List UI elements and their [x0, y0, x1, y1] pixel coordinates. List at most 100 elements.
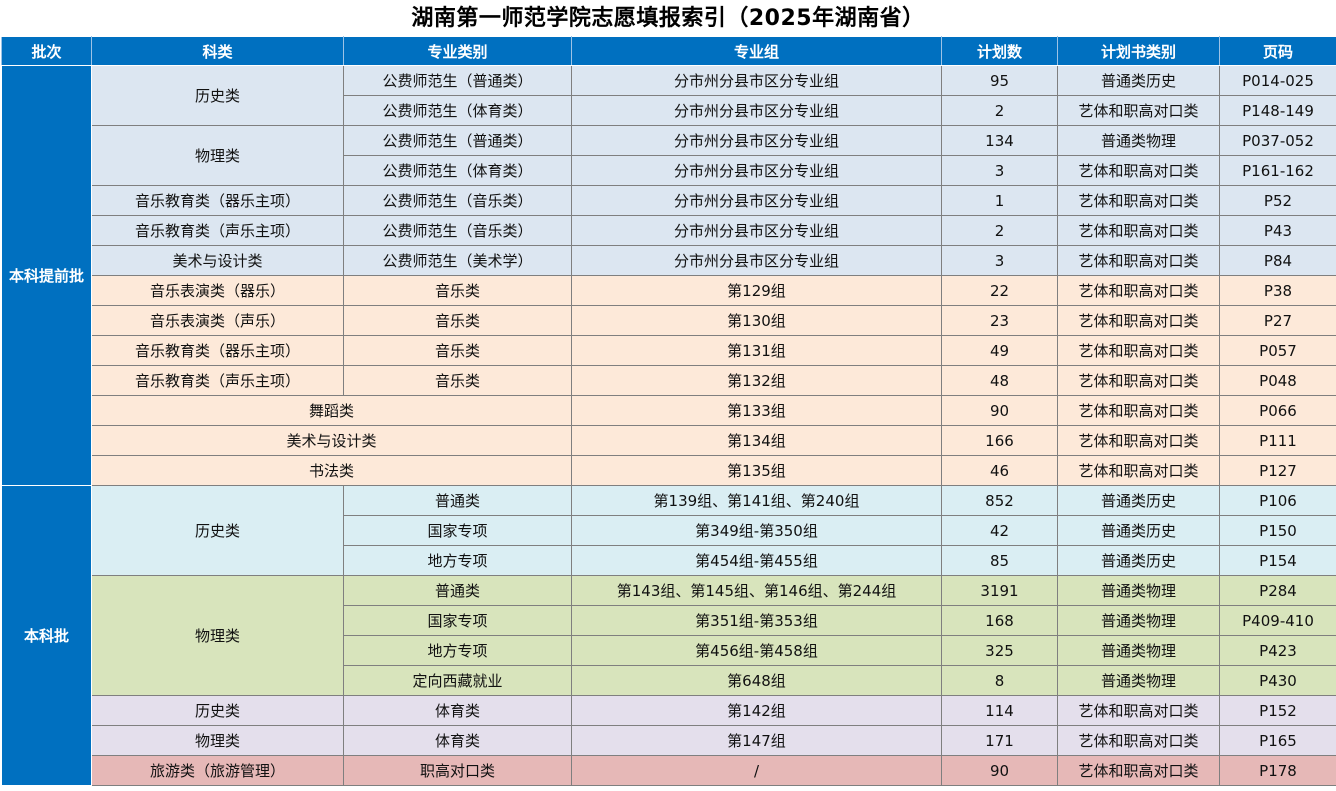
- group-cell: 第132组: [571, 365, 942, 396]
- table-header-row: 批次 科类 专业类别 专业组 计划数 计划书类别 页码: [1, 36, 1336, 66]
- table-row: 音乐教育类（声乐主项） 音乐类 第132组 48 艺体和职高对口类 P048: [2, 365, 1336, 396]
- header-page: 页码: [1219, 36, 1336, 66]
- table-row: 国家专项 第351组-第353组 168 普通类物理 P409-410: [2, 605, 1336, 636]
- book-cell: 艺体和职高对口类: [1057, 305, 1220, 336]
- category-cell: 舞蹈类: [91, 395, 572, 426]
- page-cell: P154: [1219, 545, 1336, 576]
- plan-cell: 114: [941, 695, 1058, 726]
- page-cell: P111: [1219, 425, 1336, 456]
- group-cell: 第142组: [571, 695, 942, 726]
- major-type-cell: 体育类: [343, 695, 572, 726]
- table-row: 本科提前批 历史类 公费师范生（普通类） 分市州分县市区分专业组 95 普通类历…: [1, 65, 1336, 486]
- plan-cell: 90: [941, 395, 1058, 426]
- category-cell: 音乐教育类（器乐主项）: [91, 335, 344, 366]
- major-type-cell: 公费师范生（美术学）: [343, 245, 572, 276]
- header-category: 科类: [91, 36, 344, 66]
- major-type-cell: 国家专项: [343, 605, 572, 636]
- page-cell: P152: [1219, 695, 1336, 726]
- plan-cell: 171: [941, 725, 1058, 756]
- table-row: 旅游类（旅游管理） 职高对口类 / 90 艺体和职高对口类 P178: [2, 755, 1336, 786]
- table-row: 音乐表演类（器乐） 音乐类 第129组 22 艺体和职高对口类 P38: [2, 275, 1336, 306]
- book-cell: 普通类历史: [1057, 65, 1220, 96]
- major-type-cell: 公费师范生（音乐类）: [343, 185, 572, 216]
- admission-index-table: 批次 科类 专业类别 专业组 计划数 计划书类别 页码 本科提前批 历史类 公费…: [1, 36, 1336, 786]
- page-cell: P409-410: [1219, 605, 1336, 636]
- major-type-cell: 音乐类: [343, 305, 572, 336]
- book-cell: 普通类物理: [1057, 575, 1220, 606]
- category-cell: 历史类: [91, 65, 344, 126]
- table-row: 国家专项 第349组-第350组 42 普通类历史 P150: [2, 515, 1336, 546]
- book-cell: 艺体和职高对口类: [1057, 275, 1220, 306]
- category-cell: 旅游类（旅游管理）: [91, 755, 344, 786]
- book-cell: 艺体和职高对口类: [1057, 185, 1220, 216]
- major-type-cell: 体育类: [343, 725, 572, 756]
- table-row: 音乐教育类（器乐主项） 公费师范生（音乐类） 分市州分县市区分专业组 1 艺体和…: [2, 185, 1336, 216]
- group-cell: 第143组、第145组、第146组、第244组: [571, 575, 942, 606]
- table-row: 物理类 公费师范生（普通类） 分市州分县市区分专业组 134 普通类物理 P03…: [2, 125, 1336, 186]
- group-cell: 第129组: [571, 275, 942, 306]
- table-row: 历史类 体育类 第142组 114 艺体和职高对口类 P152: [2, 695, 1336, 726]
- page-cell: P066: [1219, 395, 1336, 426]
- group-cell: 分市州分县市区分专业组: [571, 215, 942, 246]
- header-major-type: 专业类别: [343, 36, 572, 66]
- major-type-cell: 地方专项: [343, 635, 572, 666]
- group-cell: 第147组: [571, 725, 942, 756]
- page-cell: P284: [1219, 575, 1336, 606]
- header-plan: 计划数: [941, 36, 1058, 66]
- major-type-cell: 地方专项: [343, 545, 572, 576]
- page-cell: P048: [1219, 365, 1336, 396]
- plan-cell: 3191: [941, 575, 1058, 606]
- table-row: 美术与设计类 公费师范生（美术学） 分市州分县市区分专业组 3 艺体和职高对口类…: [2, 245, 1336, 276]
- major-type-cell: 音乐类: [343, 365, 572, 396]
- group-cell: 第131组: [571, 335, 942, 366]
- page-cell: P27: [1219, 305, 1336, 336]
- table-row: 本科批 历史类 普通类 第139组、第141组、第240组 852 普通类历史 …: [1, 485, 1336, 786]
- table-row: 音乐教育类（声乐主项） 公费师范生（音乐类） 分市州分县市区分专业组 2 艺体和…: [2, 215, 1336, 246]
- plan-cell: 3: [941, 245, 1058, 276]
- group-cell: 分市州分县市区分专业组: [571, 125, 942, 156]
- table-row: 舞蹈类 第133组 90 艺体和职高对口类 P066: [2, 395, 1336, 426]
- page-cell: P057: [1219, 335, 1336, 366]
- page-cell: P178: [1219, 755, 1336, 786]
- major-type-cell: 普通类: [343, 485, 572, 516]
- book-cell: 普通类物理: [1057, 125, 1220, 156]
- group-cell: 分市州分县市区分专业组: [571, 185, 942, 216]
- page-cell: P430: [1219, 665, 1336, 696]
- category-cell: 音乐表演类（声乐）: [91, 305, 344, 336]
- plan-cell: 166: [941, 425, 1058, 456]
- table-row: 公费师范生（体育类） 分市州分县市区分专业组 2 艺体和职高对口类 P148-1…: [2, 95, 1336, 126]
- book-cell: 艺体和职高对口类: [1057, 245, 1220, 276]
- category-cell: 历史类: [91, 695, 344, 726]
- plan-cell: 49: [941, 335, 1058, 366]
- page-cell: P52: [1219, 185, 1336, 216]
- page-cell: P161-162: [1219, 155, 1336, 186]
- book-cell: 普通类物理: [1057, 665, 1220, 696]
- plan-cell: 23: [941, 305, 1058, 336]
- group-cell: 第351组-第353组: [571, 605, 942, 636]
- batch-cell: 本科批: [1, 485, 92, 786]
- group-cell: 第454组-第455组: [571, 545, 942, 576]
- book-cell: 艺体和职高对口类: [1057, 725, 1220, 756]
- plan-cell: 325: [941, 635, 1058, 666]
- plan-cell: 8: [941, 665, 1058, 696]
- book-cell: 艺体和职高对口类: [1057, 395, 1220, 426]
- plan-cell: 1: [941, 185, 1058, 216]
- page-cell: P037-052: [1219, 125, 1336, 156]
- major-type-cell: 国家专项: [343, 515, 572, 546]
- header-group: 专业组: [571, 36, 942, 66]
- book-cell: 艺体和职高对口类: [1057, 755, 1220, 786]
- plan-cell: 852: [941, 485, 1058, 516]
- batch-cell: 本科提前批: [1, 65, 92, 486]
- plan-cell: 134: [941, 125, 1058, 156]
- page-cell: P148-149: [1219, 95, 1336, 126]
- plan-cell: 168: [941, 605, 1058, 636]
- group-cell: 分市州分县市区分专业组: [571, 65, 942, 96]
- plan-cell: 46: [941, 455, 1058, 486]
- category-cell: 书法类: [91, 455, 572, 486]
- group-cell: 第135组: [571, 455, 942, 486]
- book-cell: 艺体和职高对口类: [1057, 335, 1220, 366]
- group-cell: 第139组、第141组、第240组: [571, 485, 942, 516]
- group-cell: 第456组-第458组: [571, 635, 942, 666]
- page-cell: P423: [1219, 635, 1336, 666]
- major-type-cell: 公费师范生（音乐类）: [343, 215, 572, 246]
